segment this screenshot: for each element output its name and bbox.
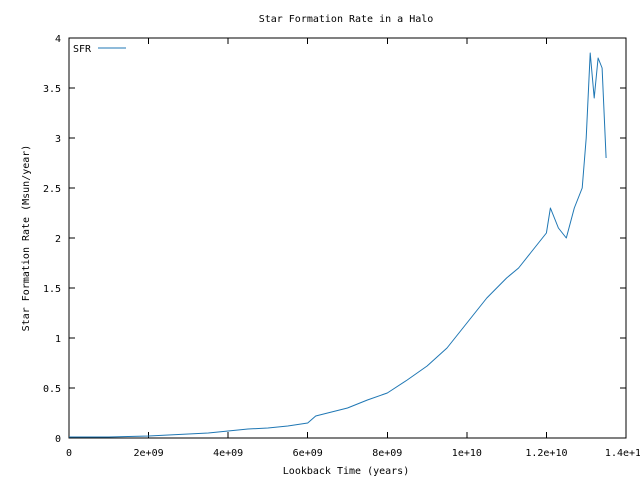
x-tick-label: 1e+10 xyxy=(452,448,482,459)
x-tick-label: 2e+09 xyxy=(134,448,164,459)
y-tick-label: 2.5 xyxy=(43,184,61,195)
series-line-sfr xyxy=(69,52,607,438)
x-tick-label: 8e+09 xyxy=(372,448,402,459)
x-axis-ticks: 0 2e+09 4e+09 6e+09 8e+09 1e+10 1.2e+10 1.4e+10 xyxy=(66,38,640,459)
y-tick-label: 3.5 xyxy=(43,84,61,95)
y-tick-label: 0.5 xyxy=(43,384,61,395)
x-tick-label: 0 xyxy=(66,448,72,459)
y-tick-label: 3 xyxy=(55,134,61,145)
y-tick-label: 0 xyxy=(55,434,61,445)
x-tick-label: 1.2e+10 xyxy=(525,448,567,459)
y-tick-label: 1 xyxy=(55,334,61,345)
y-tick-label: 1.5 xyxy=(43,284,61,295)
legend-label-sfr: SFR xyxy=(73,44,92,55)
x-tick-label: 6e+09 xyxy=(293,448,323,459)
x-tick-label: 1.4e+10 xyxy=(605,448,640,459)
y-axis-label: Star Formation Rate (Msun/year) xyxy=(21,145,32,332)
x-tick-label: 4e+09 xyxy=(213,448,243,459)
chart-title: Star Formation Rate in a Halo xyxy=(259,14,434,25)
legend: SFR xyxy=(73,44,126,55)
x-axis-label: Lookback Time (years) xyxy=(283,466,409,477)
series-layer xyxy=(69,52,607,438)
y-axis-ticks: 0 0.5 1 1.5 2 2.5 3 3.5 4 xyxy=(43,34,626,445)
y-tick-label: 2 xyxy=(55,234,61,245)
y-tick-label: 4 xyxy=(55,34,61,45)
